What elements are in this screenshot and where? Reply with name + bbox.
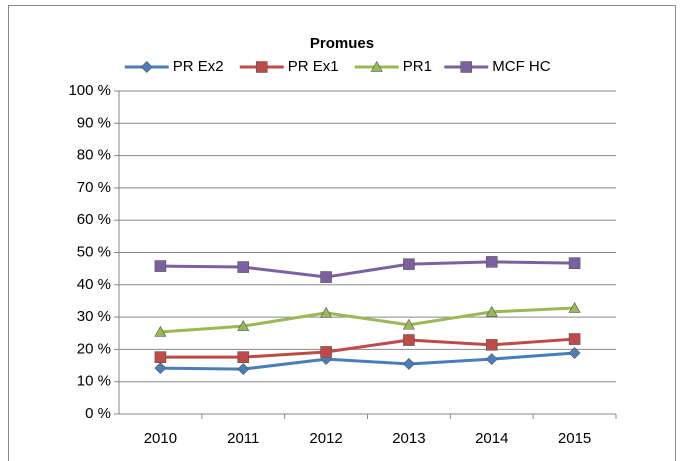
x-tick-label: 2010 <box>144 430 177 447</box>
legend-marker <box>460 61 473 73</box>
legend-label: PR Ex1 <box>288 58 339 75</box>
data-point <box>485 353 498 366</box>
data-point <box>485 339 498 351</box>
x-tick-label: 2014 <box>475 430 508 447</box>
legend-label: MCF HC <box>492 58 550 75</box>
y-tick-label: 100 % <box>68 82 111 99</box>
legend-label: PR1 <box>403 58 432 75</box>
data-point <box>568 347 581 359</box>
y-tick-label: 70 % <box>77 179 111 196</box>
legend-marker <box>370 60 383 72</box>
series-line <box>160 351 575 371</box>
chart-border <box>8 5 676 461</box>
x-tick-label: 2015 <box>558 430 591 447</box>
data-point <box>154 260 167 272</box>
y-tick-label: 20 % <box>77 340 111 357</box>
y-tick-label: 40 % <box>77 276 111 293</box>
x-tick-label: 2013 <box>392 430 425 447</box>
legend-label: PR Ex2 <box>173 58 224 75</box>
data-point <box>485 256 498 268</box>
data-point <box>403 334 415 346</box>
y-tick-label: 80 % <box>77 147 111 164</box>
y-tick-label: 50 % <box>77 243 111 260</box>
data-point <box>237 351 250 363</box>
data-point <box>320 346 332 358</box>
data-point <box>402 358 415 370</box>
y-tick-label: 60 % <box>77 211 111 228</box>
data-point <box>237 363 250 376</box>
legend-marker <box>140 61 153 73</box>
series-line <box>160 337 575 359</box>
data-point <box>568 257 581 269</box>
data-point <box>237 261 250 273</box>
data-point <box>568 301 581 313</box>
data-point <box>154 325 167 337</box>
legend-marker <box>255 61 268 73</box>
y-tick-label: 10 % <box>77 373 111 390</box>
x-tick-label: 2011 <box>227 430 259 447</box>
data-point <box>485 305 498 317</box>
x-tick-label: 2012 <box>309 430 342 447</box>
chart-title: Promues <box>310 35 374 52</box>
series-line <box>160 260 575 279</box>
y-tick-label: 30 % <box>77 308 111 325</box>
data-point <box>154 362 167 375</box>
data-point <box>320 271 332 283</box>
data-point <box>237 320 250 331</box>
data-point <box>320 306 333 318</box>
data-point <box>402 318 415 330</box>
data-point <box>154 351 167 363</box>
y-tick-label: 0 % <box>85 405 111 422</box>
y-tick-label: 90 % <box>77 114 111 131</box>
series-line <box>160 306 575 334</box>
data-point <box>568 333 581 345</box>
data-point <box>403 258 415 270</box>
